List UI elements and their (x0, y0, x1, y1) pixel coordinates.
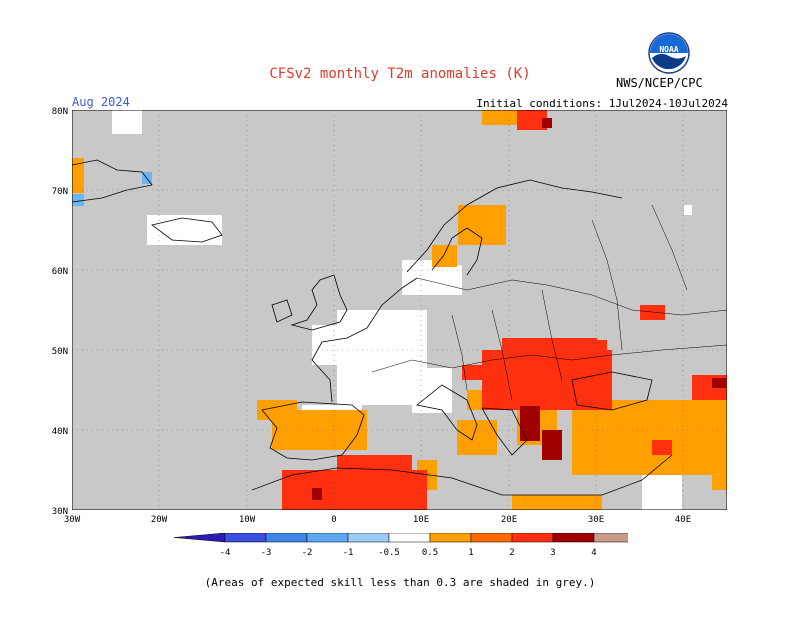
colorbar-tick-label: -4 (220, 548, 231, 557)
colorbar-tick-label: -2 (302, 548, 313, 557)
noaa-logo-icon: NOAA (648, 32, 690, 74)
lon-label: 20W (151, 515, 168, 525)
lon-label: 0 (331, 515, 336, 525)
lon-label: 10W (239, 515, 256, 525)
footnote: (Areas of expected skill less than 0.3 a… (204, 576, 596, 589)
colorbar-swatch (552, 533, 595, 543)
anomaly-map (72, 110, 727, 510)
borders (371, 204, 727, 401)
colorbar-swatch (511, 533, 554, 543)
initial-conditions: Initial conditions: 1Jul2024-10Jul2024 (476, 97, 728, 110)
colorbar-swatch (174, 533, 226, 543)
org-label: NWS/NCEP/CPC (616, 76, 703, 90)
colorbar-tick-label: -3 (261, 548, 272, 557)
colorbar-tick-label: 1 (468, 548, 473, 557)
colorbar-swatch (224, 533, 267, 543)
colorbar-swatch (306, 533, 349, 543)
colorbar: -4 -3 -2 -1 -0.5 0.5 1 2 3 4 (174, 533, 628, 557)
grid-lines (72, 110, 727, 510)
colorbar-swatch (347, 533, 390, 543)
colorbar-tick-label: -1 (343, 548, 354, 557)
colorbar-tick-label: 0.5 (422, 548, 438, 557)
colorbar-swatch (388, 533, 431, 543)
lat-label: 70N (52, 187, 68, 197)
colorbar-swatch (265, 533, 308, 543)
svg-text:NOAA: NOAA (659, 45, 678, 54)
colorbar-tick-label: 4 (591, 548, 596, 557)
lat-label: 50N (52, 347, 68, 357)
lon-label: 30W (64, 515, 81, 525)
lat-label: 80N (52, 107, 68, 117)
lon-label: 20E (501, 515, 517, 525)
target-month: Aug 2024 (72, 95, 130, 109)
map-title: CFSv2 monthly T2m anomalies (K) (269, 66, 531, 82)
lon-label: 40E (675, 515, 691, 525)
lon-label: 30E (588, 515, 604, 525)
colorbar-tick-label: 2 (509, 548, 514, 557)
lat-label: 40N (52, 427, 68, 437)
colorbar-swatch (429, 533, 472, 543)
axis-labels: 30N 40N 50N 60N 70N 80N 30W 20W 10W 0 10… (52, 107, 691, 525)
hot-areas (312, 118, 726, 500)
lat-label: 60N (52, 267, 68, 277)
lon-label: 10E (413, 515, 429, 525)
colorbar-swatch (593, 533, 628, 543)
colorbar-tick-label: 3 (550, 548, 555, 557)
lat-label: 30N (52, 507, 68, 517)
colorbar-tick-label: -0.5 (378, 548, 400, 557)
colorbar-swatch (470, 533, 513, 543)
